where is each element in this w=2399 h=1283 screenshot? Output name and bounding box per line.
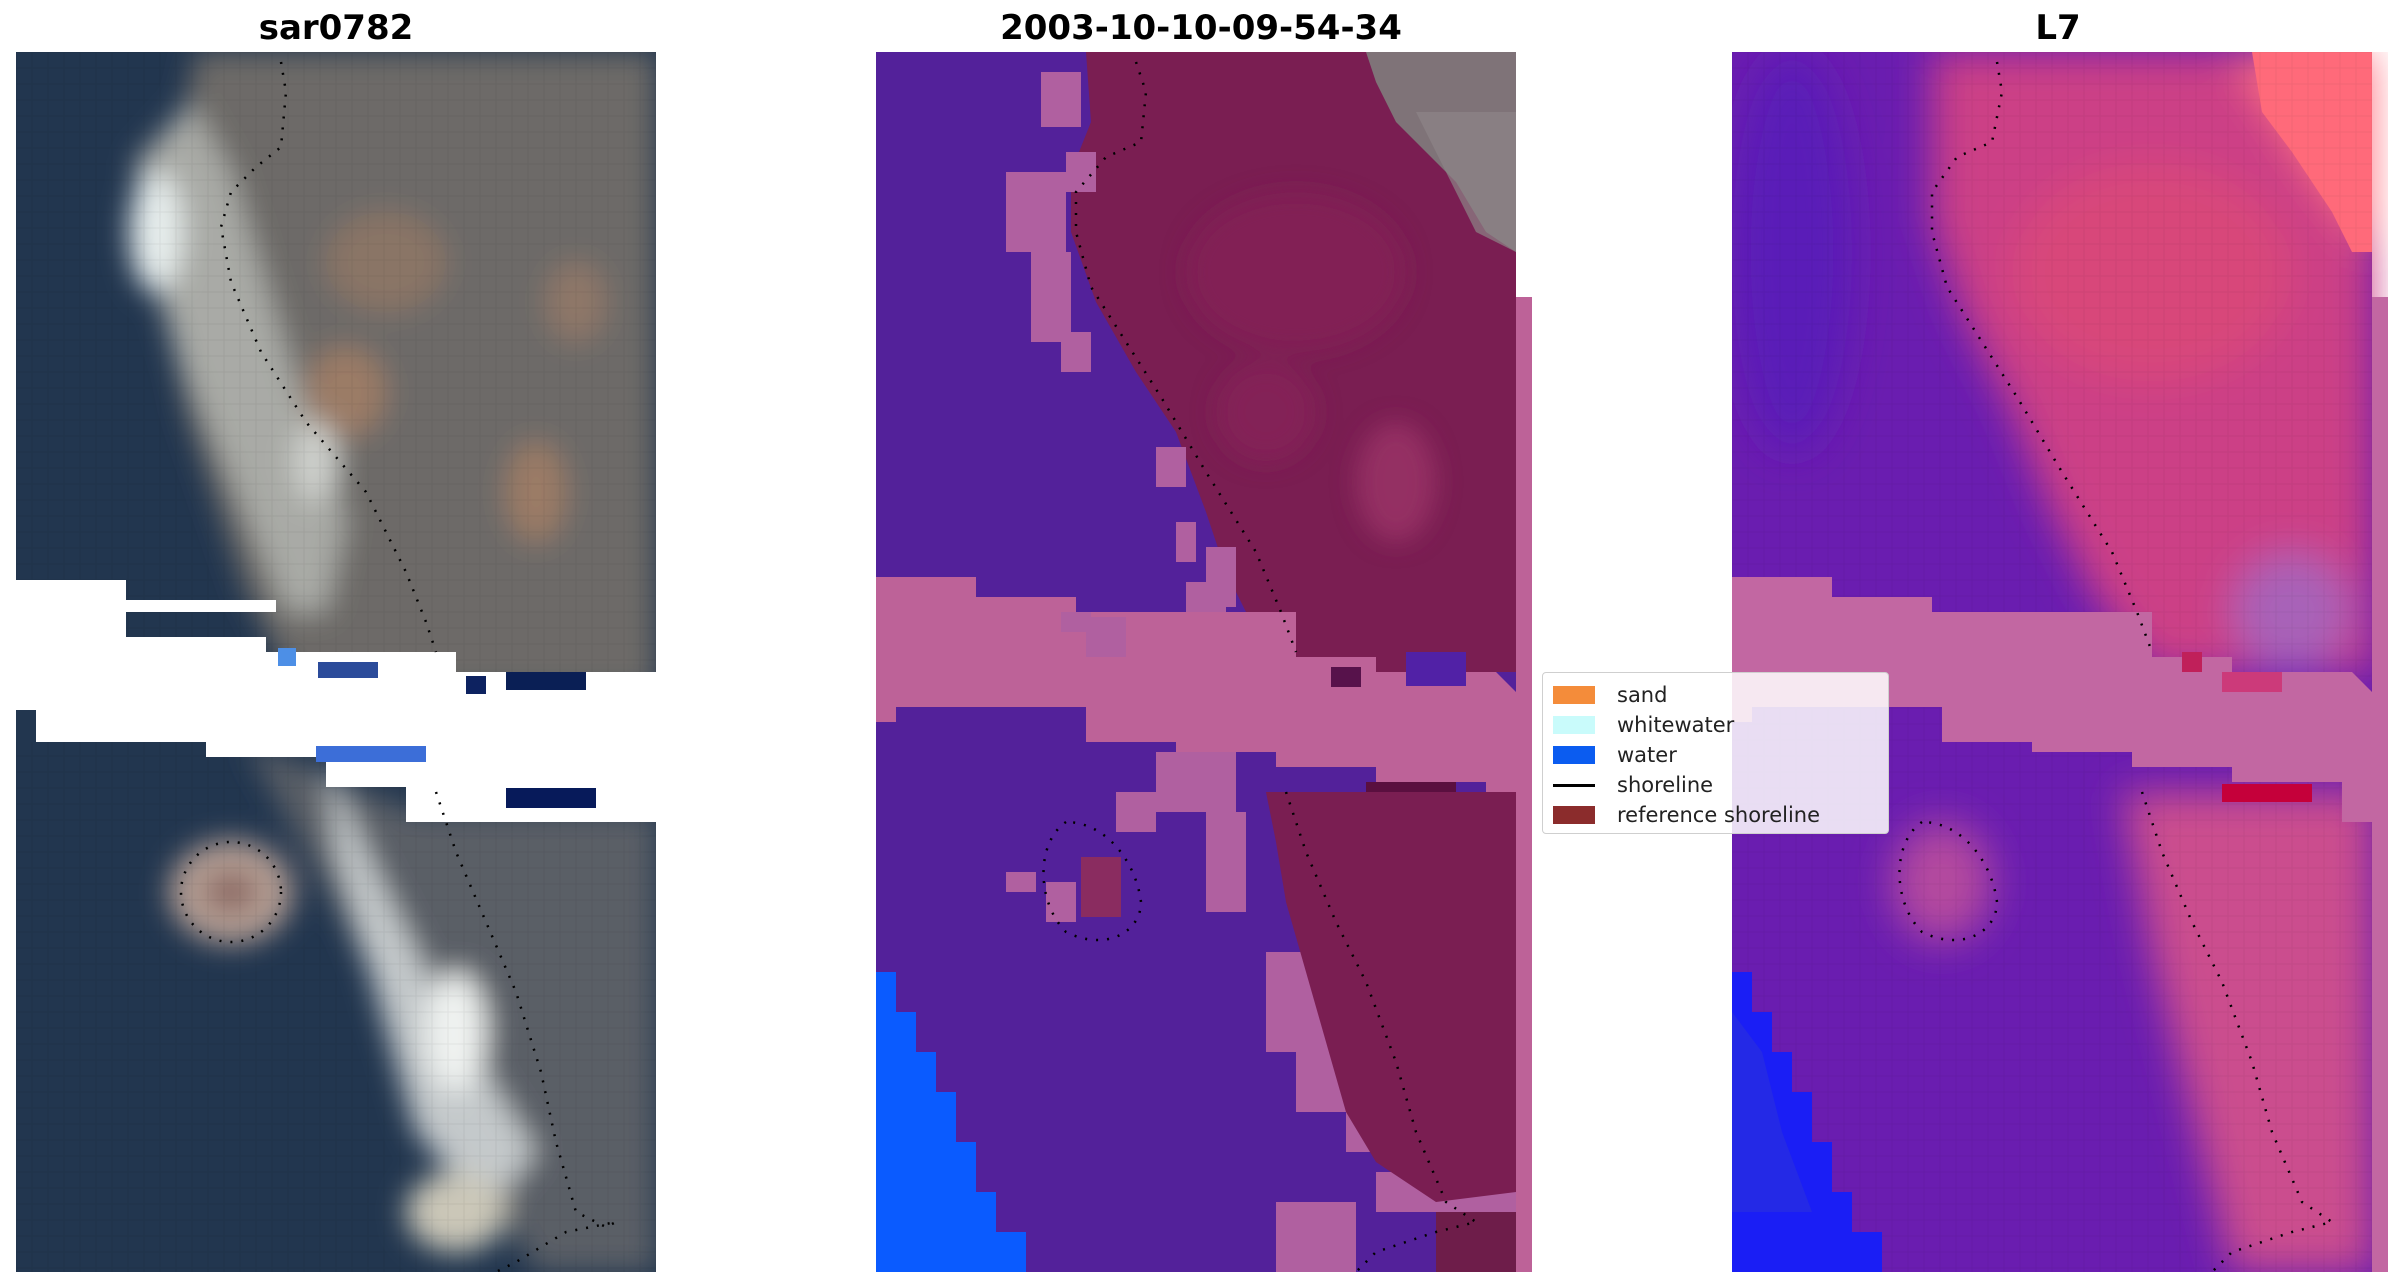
index-image-panel: [1732, 52, 2388, 1272]
legend-item-water: water: [1553, 741, 1677, 769]
legend-swatch-reference-shoreline: [1553, 806, 1595, 824]
legend-item-sand: sand: [1553, 681, 1667, 709]
legend-swatch-whitewater: [1553, 716, 1595, 734]
classified-image-panel: [876, 52, 1532, 1272]
panel-title-classified: 2003-10-10-09-54-34: [1000, 8, 1402, 48]
legend-label: reference shoreline: [1617, 803, 1821, 827]
legend-label: sand: [1617, 683, 1668, 707]
legend-item-reference-shoreline: reference shoreline: [1553, 801, 1820, 829]
legend-label: whitewater: [1617, 713, 1735, 737]
legend-item-shoreline: shoreline: [1553, 771, 1713, 799]
panel-title-index: L7: [2035, 8, 2081, 48]
rgb-satellite-image: [16, 52, 656, 1272]
legend-swatch-shoreline: [1553, 783, 1595, 787]
classified-image: [876, 52, 1532, 1272]
legend-swatch-sand: [1553, 686, 1595, 704]
rgb-image-panel: [16, 52, 656, 1272]
legend-item-whitewater: whitewater: [1553, 711, 1734, 739]
legend: sand whitewater water shoreline referenc…: [1542, 672, 1889, 834]
legend-swatch-water: [1553, 746, 1595, 764]
legend-label: shoreline: [1617, 773, 1714, 797]
panel-title-rgb: sar0782: [258, 8, 414, 48]
legend-label: water: [1617, 743, 1677, 767]
index-image: [1732, 52, 2388, 1272]
